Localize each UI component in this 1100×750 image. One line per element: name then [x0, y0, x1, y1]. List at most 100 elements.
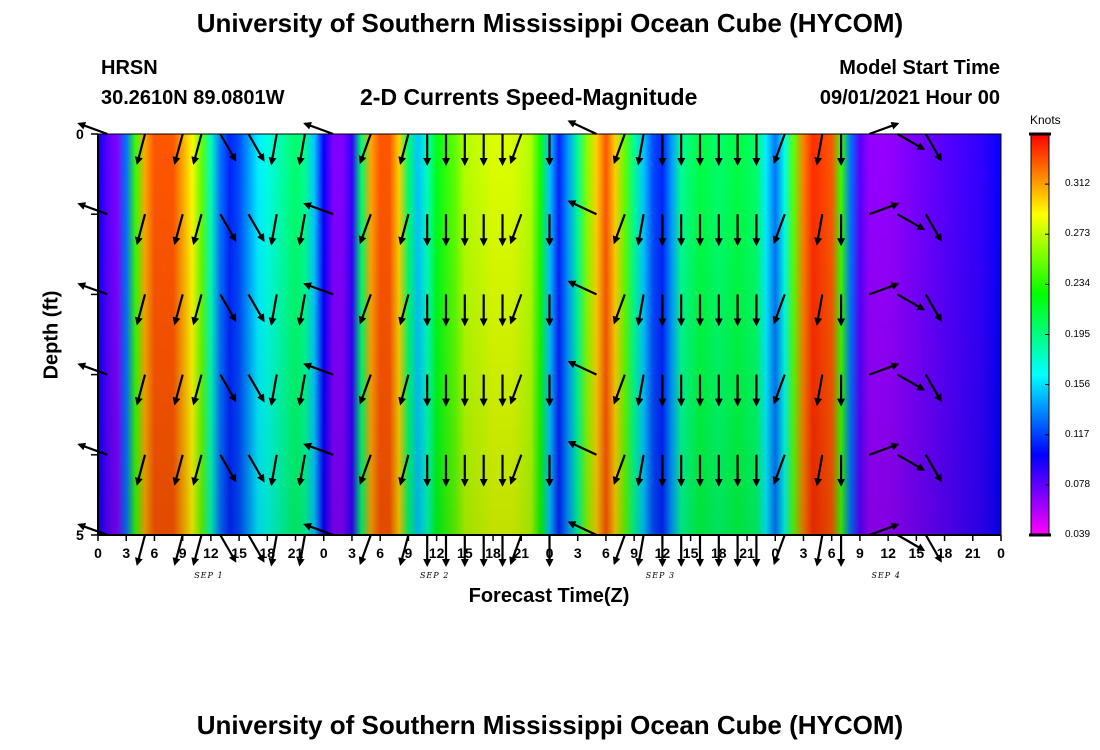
- current-arrow: [268, 374, 278, 407]
- current-arrow: [247, 213, 265, 242]
- x-tick-label: 9: [630, 545, 639, 561]
- current-arrow: [77, 362, 108, 376]
- y-axis-label: Depth (ft): [40, 290, 63, 380]
- current-arrow: [219, 213, 237, 242]
- colorbar-tick-label: 0.312: [1065, 178, 1091, 190]
- model-start-label: Model Start Time: [839, 57, 1000, 79]
- current-arrow: [772, 213, 786, 245]
- current-arrow: [191, 133, 203, 165]
- current-arrow: [772, 454, 786, 485]
- current-arrow: [172, 374, 184, 406]
- current-arrow: [924, 133, 942, 162]
- current-arrow: [868, 282, 900, 296]
- y-tick-label: 0: [76, 126, 84, 142]
- x-tick-label: 9: [404, 545, 413, 561]
- x-tick-label: 15: [457, 545, 473, 561]
- x-tick-label: 15: [682, 545, 699, 561]
- x-tick-label: 18: [259, 545, 276, 561]
- x-tick-label: 12: [203, 545, 219, 561]
- current-arrow: [772, 374, 786, 405]
- current-arrow: [896, 453, 926, 471]
- current-arrow: [635, 133, 645, 166]
- date-label: SEP 3: [645, 571, 676, 580]
- x-tick-label: 18: [711, 545, 727, 561]
- current-arrow: [868, 523, 900, 537]
- current-arrow: [296, 214, 306, 246]
- current-arrow: [247, 293, 265, 323]
- current-arrow: [509, 294, 523, 325]
- x-tick-label: 0: [319, 545, 328, 561]
- current-arrow: [924, 534, 942, 563]
- current-arrow: [772, 534, 786, 566]
- current-arrow: [814, 214, 824, 246]
- x-tick-label: 15: [231, 545, 247, 561]
- current-arrow: [134, 213, 147, 246]
- colorbar-tick-label: 0.117: [1065, 428, 1090, 440]
- current-arrow: [398, 213, 410, 246]
- current-arrow: [567, 120, 597, 135]
- current-arrow: [134, 454, 147, 486]
- x-tick-label: 6: [376, 545, 385, 561]
- x-tick-label: 3: [799, 545, 808, 561]
- current-arrow: [868, 122, 900, 136]
- current-arrow: [398, 294, 410, 326]
- x-tick-label: 21: [287, 545, 304, 561]
- current-arrow: [303, 362, 334, 376]
- current-arrow: [509, 454, 523, 485]
- current-arrow: [509, 534, 523, 566]
- current-arrow: [924, 454, 942, 483]
- current-arrow: [77, 202, 108, 216]
- current-arrow: [612, 534, 626, 566]
- current-arrow: [219, 534, 237, 563]
- current-arrow: [191, 454, 203, 486]
- current-arrow: [896, 133, 926, 150]
- current-arrow: [358, 454, 372, 485]
- current-arrow: [77, 122, 108, 136]
- current-arrow: [896, 293, 926, 311]
- current-arrow: [296, 374, 306, 407]
- chart-title: University of Southern Mississippi Ocean…: [196, 8, 904, 38]
- x-tick-label: 0: [771, 545, 780, 561]
- current-arrow: [567, 280, 597, 296]
- colorbar-tick-label: 0.273: [1065, 228, 1091, 240]
- date-label: SEP 2: [419, 571, 450, 580]
- x-tick-label: 12: [880, 545, 896, 561]
- current-arrow: [358, 213, 372, 245]
- current-arrow: [896, 373, 926, 391]
- current-arrow: [358, 294, 372, 325]
- current-arrow: [134, 534, 147, 566]
- current-arrow: [303, 122, 334, 136]
- x-tick-label: 3: [348, 545, 356, 561]
- current-arrow: [134, 133, 147, 165]
- current-arrow: [814, 133, 824, 166]
- current-arrow: [896, 534, 926, 551]
- current-arrow: [772, 133, 786, 165]
- current-arrow: [219, 374, 237, 403]
- current-arrow: [358, 374, 372, 405]
- current-arrow: [924, 213, 942, 242]
- current-arrow: [635, 454, 645, 487]
- current-arrow: [268, 534, 278, 567]
- current-arrow: [567, 521, 597, 536]
- colorbar: [1029, 132, 1051, 537]
- x-tick-label: 12: [654, 545, 671, 561]
- current-vector-layer: [77, 120, 942, 567]
- current-arrow: [296, 133, 306, 166]
- current-arrow: [219, 454, 237, 483]
- x-tick-label: 9: [856, 545, 864, 561]
- current-arrow: [814, 294, 824, 326]
- current-arrow: [268, 133, 278, 166]
- current-arrow: [134, 374, 147, 406]
- current-arrow: [868, 202, 900, 216]
- current-arrow: [398, 534, 410, 566]
- x-tick-label: 21: [739, 545, 755, 561]
- x-tick-label: 0: [545, 545, 554, 561]
- current-arrow: [398, 374, 410, 406]
- x-tick-label: 18: [936, 545, 953, 561]
- current-arrow: [219, 293, 237, 323]
- x-tick-label: 6: [150, 545, 159, 561]
- current-arrow: [247, 454, 265, 483]
- current-arrow: [358, 534, 372, 566]
- current-arrow: [296, 454, 306, 487]
